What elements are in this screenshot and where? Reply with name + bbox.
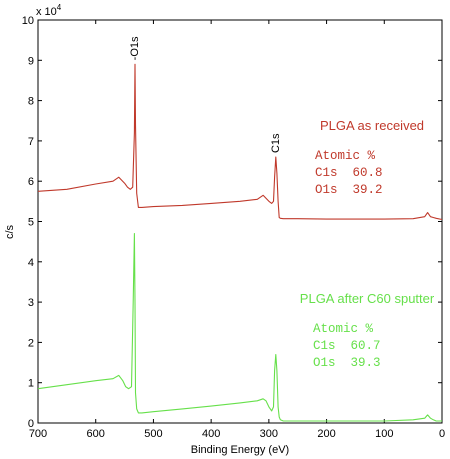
annotation-title: PLGA as received <box>320 118 424 133</box>
x-tick-label: 700 <box>29 428 47 440</box>
y-multiplier-base: x 10 <box>36 6 57 18</box>
x-tick-label: 400 <box>202 428 220 440</box>
x-tick-label: 200 <box>317 428 335 440</box>
series-line-after-sputter <box>37 233 442 422</box>
plot-frame <box>37 19 443 424</box>
x-tick-label: 500 <box>144 428 162 440</box>
annotation-line: O1s 39.3 <box>313 356 381 370</box>
peak-label: C1s <box>270 133 282 153</box>
y-tick-label: 7 <box>28 136 34 148</box>
peak-labels: -O1s C1s <box>129 36 282 153</box>
annotation-line: C1s 60.7 <box>313 339 381 353</box>
y-tick-label: 10 <box>22 15 34 27</box>
x-tick-label: 100 <box>375 428 393 440</box>
y-tick-label: 5 <box>28 217 34 229</box>
y-tick-label: 1 <box>28 378 34 390</box>
y-tick-label: 0 <box>28 418 34 430</box>
y-axis-label: c/s <box>4 224 16 239</box>
y-tick-label: 9 <box>28 55 34 67</box>
y-tick-label: 2 <box>28 337 34 349</box>
annotation-line: C1s 60.8 <box>315 166 383 180</box>
y-multiplier-exponent: 4 <box>57 3 62 12</box>
annotation-line: Atomic % <box>315 149 376 163</box>
annotation-after-sputter: PLGA after C60 sputter Atomic % C1s 60.7 O1… <box>300 291 435 370</box>
y-tick-label: 8 <box>28 96 34 108</box>
y-tick-label: 3 <box>28 297 34 309</box>
y-tick-label: 6 <box>28 176 34 188</box>
annotation-title: PLGA after C60 sputter <box>300 291 435 306</box>
plot-border <box>37 19 443 424</box>
x-tick-label: 600 <box>87 428 105 440</box>
series-layer <box>37 63 443 422</box>
x-tick-label: 0 <box>439 428 445 440</box>
peak-label: -O1s <box>129 36 141 60</box>
series-line-as-received <box>37 63 443 221</box>
annotations: PLGA as received Atomic % C1s 60.8 O1s 39.2… <box>300 118 435 370</box>
x-axis: 700 600 500 400 300 200 100 0 <box>29 20 445 440</box>
y-multiplier-label: x 104 <box>36 3 62 18</box>
annotation-line: O1s 39.2 <box>315 183 383 197</box>
annotation-as-received: PLGA as received Atomic % C1s 60.8 O1s 39.2 <box>315 118 424 197</box>
x-axis-label: Binding Energy (eV) <box>191 444 289 456</box>
annotation-line: Atomic % <box>313 322 374 336</box>
y-axis: 0 1 2 3 4 5 6 7 8 9 10 <box>22 15 442 430</box>
y-tick-label: 4 <box>28 257 34 269</box>
x-tick-label: 300 <box>260 428 278 440</box>
